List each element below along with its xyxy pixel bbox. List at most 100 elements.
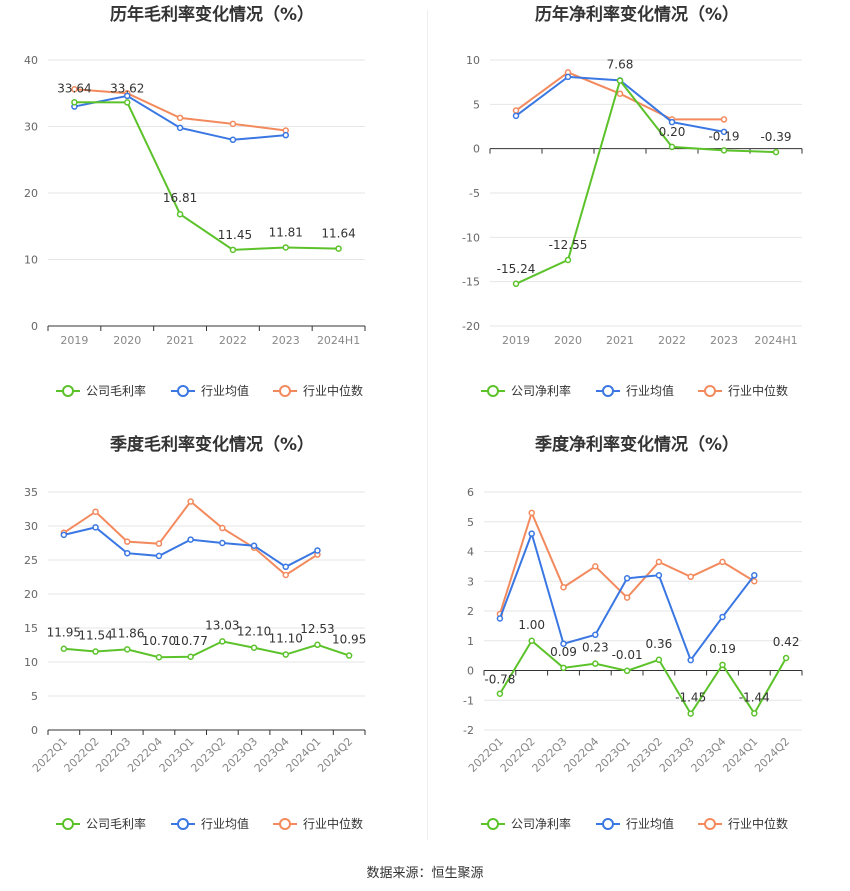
data-point-median [282,571,289,579]
data-label: 0.19 [709,642,736,656]
legend-item-company: 公司毛利率 [56,816,146,831]
data-point-avg [229,136,237,144]
data-point-company [282,244,289,251]
y-tick-label: 0 [31,320,38,333]
data-point-median [655,558,663,566]
y-tick-label: 0 [467,665,474,678]
data-label: 0.42 [773,635,800,649]
data-source-note: 数据来源：恒生聚源 [366,866,484,881]
legend-item-median: 行业中位数 [698,383,788,398]
legend-label: 公司净利率 [511,816,571,831]
x-tick-label: 2020 [113,334,141,347]
data-point-avg [564,73,572,81]
legend-item-median: 行业中位数 [273,816,363,831]
legend-item-avg: 行业均值 [171,383,249,398]
data-label: 7.68 [607,58,634,72]
data-point-company [623,667,631,675]
x-tick-label: 2022 [219,334,247,347]
y-tick-label: 40 [24,54,38,67]
legend-marker [177,385,189,397]
data-point-company [71,99,78,106]
data-point-company [782,654,790,662]
y-tick-label: 3 [467,575,474,588]
data-point-median [623,594,631,601]
data-point-avg [124,549,131,557]
legend-marker [602,818,614,830]
x-tick-label: 2021 [606,334,634,347]
data-point-company [335,245,342,252]
legend-item-company: 公司净利率 [481,383,571,398]
data-label: -0.39 [760,130,791,144]
chart-title: 季度毛利率变化情况（%） [110,434,314,455]
data-point-avg [592,631,599,639]
series-line-company [63,640,350,659]
data-label: 13.03 [205,618,239,632]
legend-item-median: 行业中位数 [698,816,788,831]
data-point-median [219,524,226,532]
legend-label: 行业均值 [626,816,674,831]
data-point-avg [528,530,535,537]
data-point-company [616,77,624,84]
data-point-avg [92,524,99,531]
legend-label: 行业均值 [201,816,249,831]
x-tick-label: 2023 [710,334,738,347]
series-line-company [74,101,339,251]
data-point-median [187,498,194,505]
data-label: 33.62 [110,81,144,95]
data-label: 0.20 [659,125,686,139]
y-tick-label: 30 [24,520,38,533]
data-point-company [229,246,237,254]
data-point-company [496,690,504,697]
series-line-avg [63,526,318,568]
data-point-company [528,637,535,644]
y-tick-label: 5 [467,516,474,529]
data-point-company [655,656,663,664]
data-point-avg [668,118,676,126]
legend-label: 行业均值 [201,383,249,398]
x-tick-label: 2022 [658,334,686,347]
data-label: 10.77 [173,634,207,648]
data-point-avg [687,656,694,664]
data-point-median [560,583,567,591]
data-point-avg [219,539,226,547]
data-point-median [592,563,599,570]
data-point-company [176,210,184,218]
y-tick-label: -1 [463,694,474,707]
data-point-median [720,116,728,123]
data-point-avg [282,563,289,571]
x-tick-label: 2019 [60,334,88,347]
quarterly-gross-margin-chart: 季度毛利率变化情况（%）051015202530352022Q12022Q220… [24,434,366,831]
data-point-company [250,644,258,651]
legend-marker [602,385,614,397]
annual-net-margin-chart: 历年净利率变化情况（%） -20 -15 -10 -5 0 5 10 2019 2020 2021 2… [462,4,803,398]
legend-label: 行业均值 [626,383,674,398]
y-tick-label: 5 [473,98,480,111]
y-tick-label: 10 [24,254,38,267]
legend-marker [177,818,189,830]
x-tick-label: 2019 [502,334,530,347]
data-point-avg [751,572,758,579]
legend-marker [279,385,291,397]
data-point-avg [314,547,321,554]
legend-marker [279,818,291,830]
data-point-avg [719,613,726,621]
y-tick-label: 30 [24,121,38,134]
legend-item-avg: 行业均值 [171,816,249,831]
x-tick-label: 2024H1 [317,334,360,347]
data-point-company [720,147,728,154]
data-label: 0.36 [646,637,673,651]
data-point-company [512,280,520,288]
y-tick-label: 10 [24,656,38,669]
data-point-avg [496,615,504,622]
y-tick-label: -20 [462,320,480,333]
data-point-median [616,90,624,97]
series-line-median [74,88,286,132]
data-label: -1.44 [739,690,770,704]
data-point-avg [155,552,163,560]
data-label: -0.01 [612,648,643,662]
data-label: -0.78 [484,673,515,687]
data-label: -12.55 [549,238,588,252]
data-point-company [124,646,131,653]
annual-gross-margin-chart: 历年毛利率变化情况（%） 0 10 20 30 40 2019 2020 2021 2022 202… [24,4,366,398]
y-tick-label: 0 [31,724,38,737]
